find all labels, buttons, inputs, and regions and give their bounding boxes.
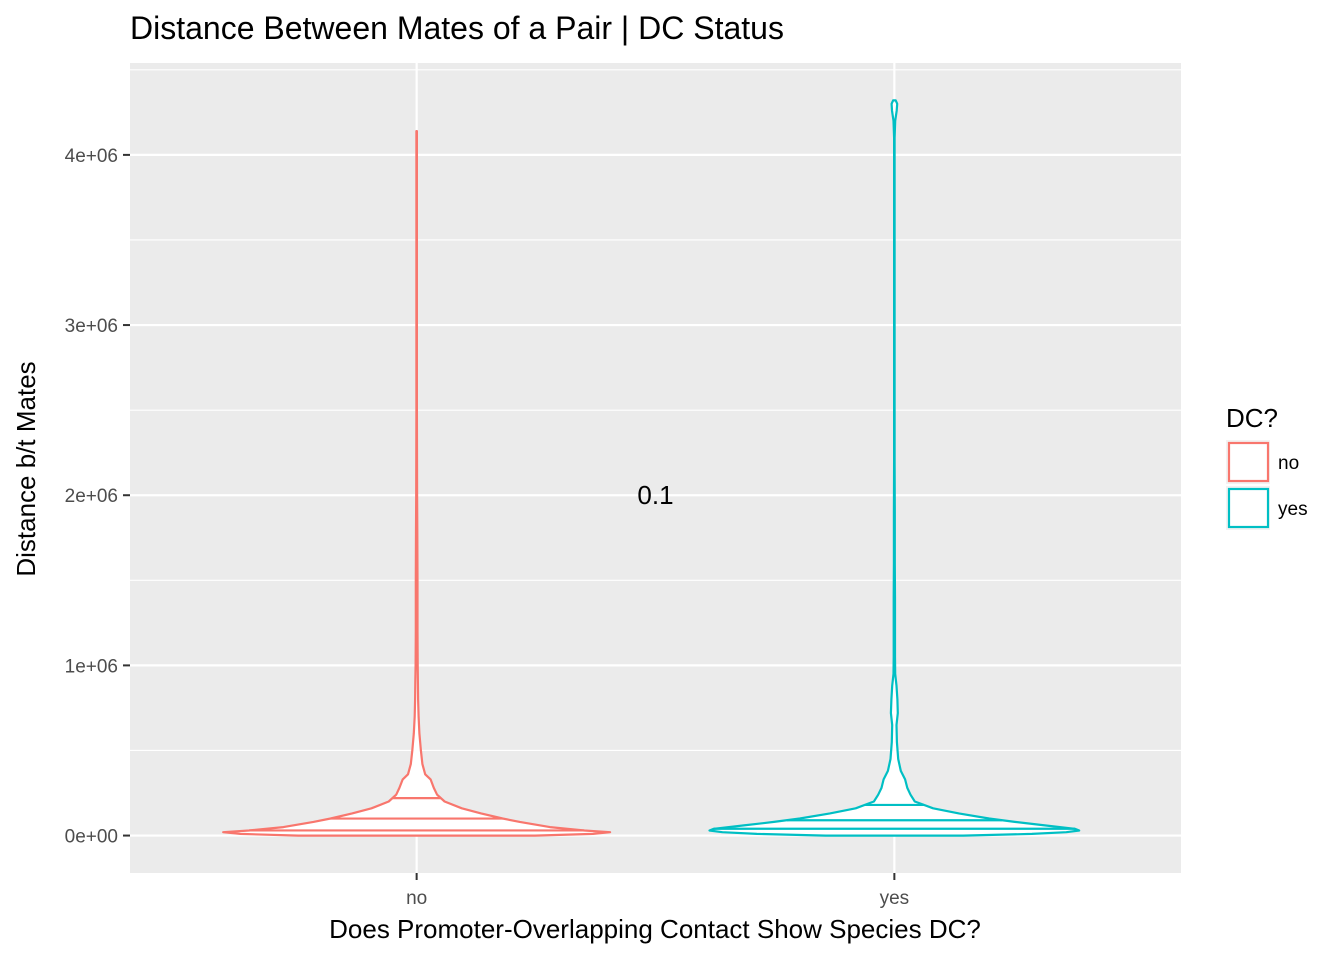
y-tick-label: 0e+00 xyxy=(65,827,118,848)
violin-no xyxy=(222,130,612,837)
y-tick-label: 4e+06 xyxy=(65,146,118,167)
x-tick-label: no xyxy=(406,888,427,909)
annotation-label: 0.1 xyxy=(637,480,673,510)
legend-key-yes xyxy=(1227,487,1270,529)
x-tick-label: yes xyxy=(880,888,910,909)
legend-label-yes: yes xyxy=(1278,499,1308,520)
legend: DC? no yes xyxy=(1226,403,1308,530)
x-axis-title: Does Promoter-Overlapping Contact Show S… xyxy=(329,914,981,944)
plot-panel: 0e+00 1e+06 2e+06 3e+06 4e+06 no yes 0.1 xyxy=(65,63,1181,909)
y-axis-title: Distance b/t Mates xyxy=(11,361,41,576)
legend-key-no xyxy=(1227,441,1270,483)
legend-title: DC? xyxy=(1226,403,1278,433)
y-tick-label: 1e+06 xyxy=(65,656,118,677)
legend-label-no: no xyxy=(1278,453,1299,474)
plot-background xyxy=(130,63,1181,873)
y-tick-label: 3e+06 xyxy=(65,316,118,337)
violin-yes xyxy=(708,99,1081,837)
chart-title: Distance Between Mates of a Pair | DC St… xyxy=(130,10,784,46)
y-tick-label: 2e+06 xyxy=(65,486,118,507)
